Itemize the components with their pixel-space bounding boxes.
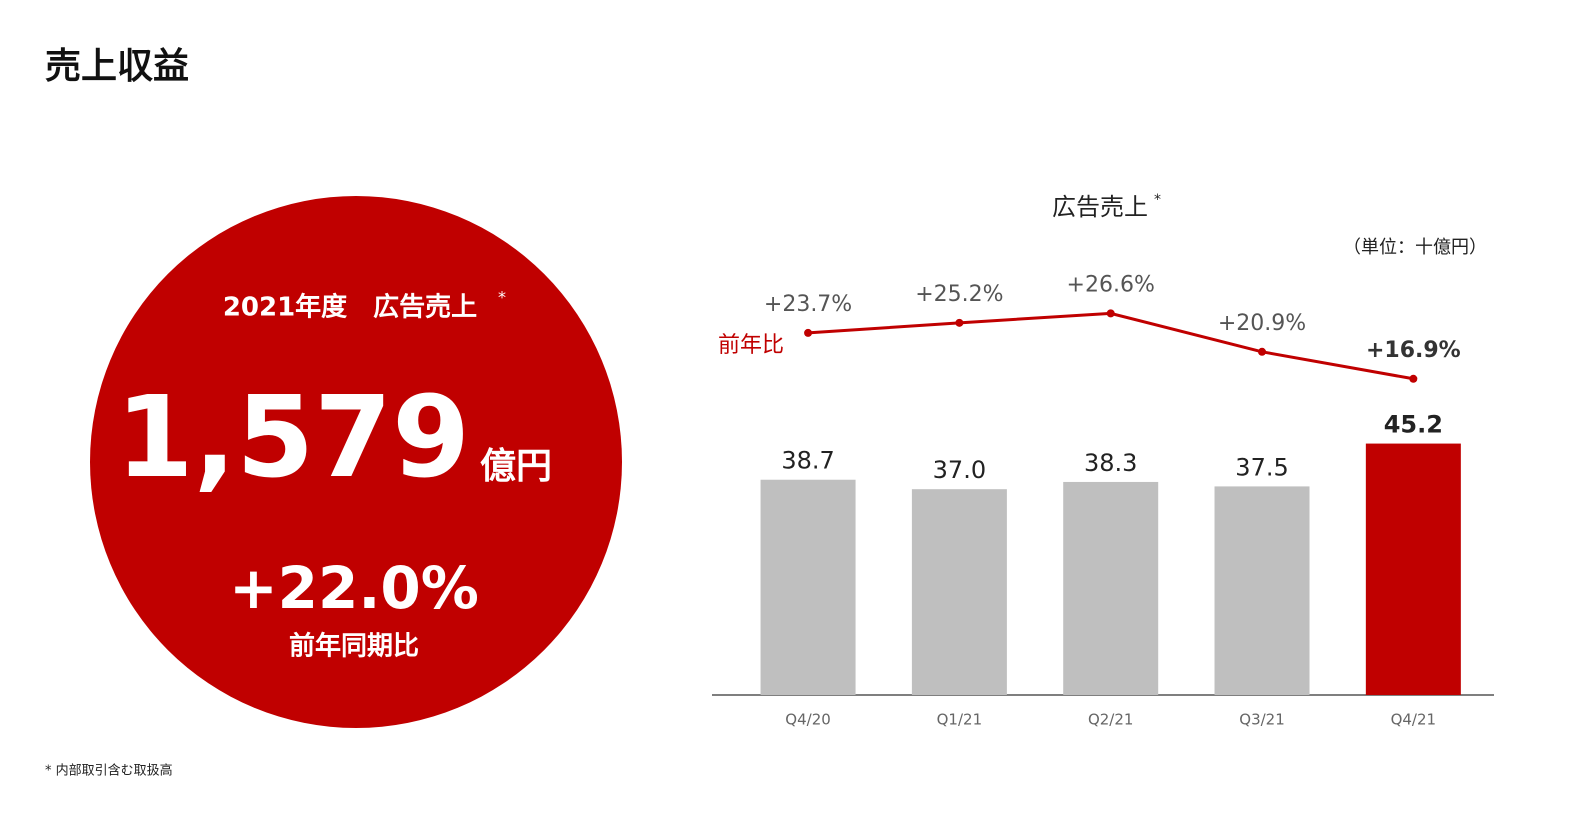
yoy-point xyxy=(1106,309,1115,318)
x-tick-label: Q4/21 xyxy=(1391,711,1437,729)
highlight-label: 2021年度 広告売上 xyxy=(223,292,477,323)
highlight-unit: 億円 xyxy=(480,446,552,487)
bar xyxy=(1063,481,1159,695)
highlight-growth-label: 前年同期比 xyxy=(289,631,419,662)
x-tick-label: Q2/21 xyxy=(1088,711,1134,729)
footnote: * 内部取引含む取扱高 xyxy=(45,763,173,779)
x-tick-label: Q3/21 xyxy=(1239,711,1285,729)
footnote-mark: * xyxy=(498,288,506,307)
yoy-value-label: +25.2% xyxy=(915,282,1003,307)
yoy-point xyxy=(955,318,964,327)
yoy-value-label: +23.7% xyxy=(764,292,852,317)
chart-title: 広告売上 xyxy=(1052,193,1148,221)
bar xyxy=(760,479,856,695)
x-tick-label: Q1/21 xyxy=(937,711,983,729)
highlight-growth: +22.0% xyxy=(229,554,479,622)
bar xyxy=(911,489,1007,695)
page-title: 売上収益 xyxy=(45,46,189,87)
highlight-amount: 1,579 xyxy=(116,373,470,503)
bar-value-label: 45.2 xyxy=(1384,411,1443,439)
yoy-line xyxy=(807,311,1414,381)
bar xyxy=(1365,443,1461,695)
footnote-mark: * xyxy=(1154,192,1161,208)
yoy-point xyxy=(1409,374,1418,383)
bar-value-label: 37.0 xyxy=(933,456,986,484)
line-label: 前年比 xyxy=(718,333,784,358)
x-tick-label: Q4/20 xyxy=(785,711,831,729)
yoy-value-label: +20.9% xyxy=(1218,311,1306,336)
highlight-circle xyxy=(90,196,622,728)
yoy-value-label: +16.9% xyxy=(1366,338,1461,363)
bar xyxy=(1214,486,1310,695)
bar-value-label: 38.3 xyxy=(1084,449,1137,477)
yoy-point xyxy=(804,328,813,337)
yoy-point xyxy=(1258,347,1267,356)
bar-value-label: 37.5 xyxy=(1235,453,1288,481)
bar-value-label: 38.7 xyxy=(781,447,834,475)
unit-note: （単位：十億円） xyxy=(1343,237,1487,258)
yoy-value-label: +26.6% xyxy=(1067,272,1155,297)
